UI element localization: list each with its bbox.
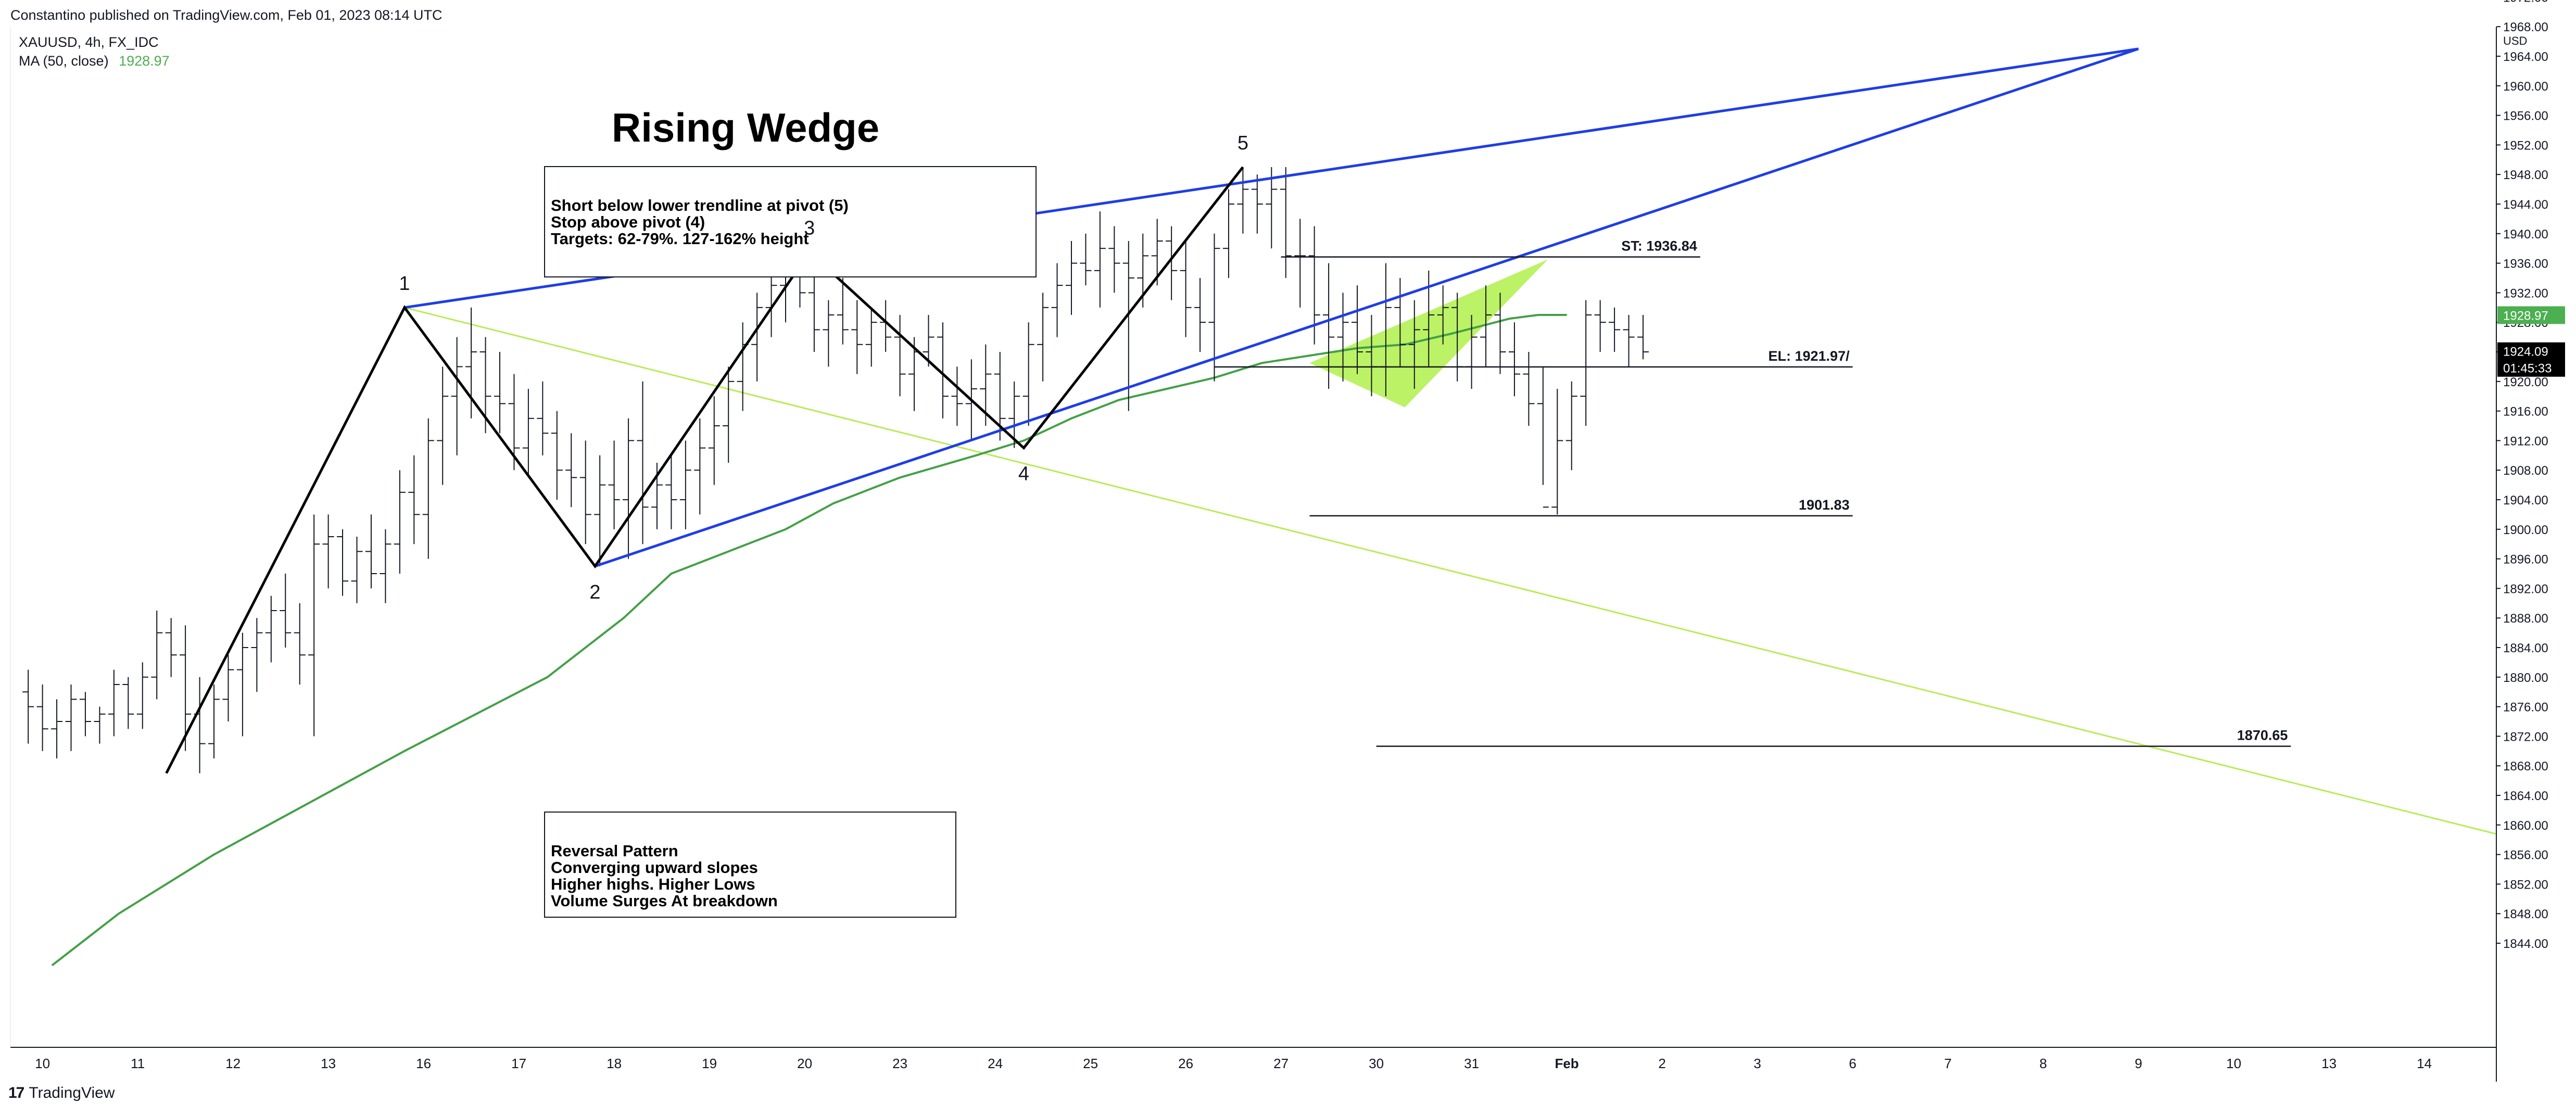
chart-title: Rising Wedge bbox=[612, 105, 879, 150]
price-tick-29: 1856.00 bbox=[2503, 848, 2548, 863]
time-tick-25: 14 bbox=[2417, 1056, 2432, 1071]
price-tick-13: 1920.00 bbox=[2503, 375, 2548, 389]
last-price-badge-text: 1924.09 bbox=[2503, 345, 2548, 359]
time-tick-24: 13 bbox=[2321, 1056, 2337, 1071]
time-tick-18: 3 bbox=[1753, 1056, 1761, 1071]
price-tick-3: 1960.00 bbox=[2503, 80, 2548, 94]
time-tick-1: 11 bbox=[131, 1056, 145, 1071]
price-tick-32: 1844.00 bbox=[2503, 937, 2548, 951]
price-tick-6: 1948.00 bbox=[2503, 168, 2548, 182]
time-tick-4: 16 bbox=[416, 1056, 431, 1071]
price-tick-30: 1852.00 bbox=[2503, 878, 2548, 892]
price-tick-26: 1868.00 bbox=[2503, 759, 2548, 774]
price-tick-17: 1904.00 bbox=[2503, 493, 2548, 508]
price-tick-15: 1912.00 bbox=[2503, 434, 2548, 448]
price-tick-8: 1940.00 bbox=[2503, 227, 2548, 242]
pivot-label-4: 4 bbox=[1018, 463, 1029, 485]
price-tick-7: 1944.00 bbox=[2503, 198, 2548, 212]
time-tick-10: 24 bbox=[988, 1056, 1003, 1071]
price-tick-16: 1908.00 bbox=[2503, 464, 2548, 478]
price-tick-28: 1860.00 bbox=[2503, 819, 2548, 833]
time-tick-17: 2 bbox=[1658, 1056, 1665, 1071]
ma-legend-label: MA (50, close) bbox=[19, 53, 109, 69]
pivot-label-3: 3 bbox=[804, 217, 815, 239]
price-tick-22: 1884.00 bbox=[2503, 641, 2548, 655]
tradingview-logo-icon: 17 bbox=[8, 1084, 24, 1101]
tradingview-logo[interactable]: 17 TradingView bbox=[8, 1084, 115, 1102]
time-tick-0: 10 bbox=[35, 1056, 50, 1071]
price-tick-23: 1880.00 bbox=[2503, 671, 2548, 685]
time-tick-3: 13 bbox=[321, 1056, 336, 1071]
price-tick-25: 1872.00 bbox=[2503, 730, 2548, 744]
price-tick-27: 1864.00 bbox=[2503, 789, 2548, 803]
price-tick-5: 1952.00 bbox=[2503, 138, 2548, 153]
price-tick-24: 1876.00 bbox=[2503, 701, 2548, 715]
ma-legend-value: 1928.97 bbox=[119, 53, 170, 69]
level-label-3: 1870.65 bbox=[2237, 728, 2288, 743]
time-tick-20: 7 bbox=[1944, 1056, 1951, 1071]
time-tick-16: Feb bbox=[1555, 1056, 1579, 1071]
time-tick-22: 9 bbox=[2135, 1056, 2142, 1071]
time-tick-12: 26 bbox=[1178, 1056, 1193, 1071]
pivot-label-5: 5 bbox=[1238, 132, 1248, 154]
time-tick-9: 23 bbox=[892, 1056, 907, 1071]
plan-note-box-line-2: Targets: 62-79%. 127-162% height bbox=[551, 230, 809, 248]
wedge-lower-trendline[interactable] bbox=[595, 47, 2139, 568]
published-line: Constantino published on TradingView.com… bbox=[10, 7, 443, 23]
time-tick-8: 20 bbox=[797, 1056, 812, 1071]
price-tick-1: 1968.00 bbox=[2503, 20, 2548, 34]
last-price-badge bbox=[2497, 342, 2565, 377]
price-tick-20: 1892.00 bbox=[2503, 582, 2548, 596]
price-tick-10: 1932.00 bbox=[2503, 286, 2548, 300]
pattern-zigzag[interactable] bbox=[165, 166, 1244, 774]
time-tick-2: 12 bbox=[225, 1056, 241, 1071]
price-tick-19: 1896.00 bbox=[2503, 553, 2548, 567]
symbol-legend: XAUUSD, 4h, FX_IDC bbox=[19, 34, 159, 50]
plan-note-box-line-1: Stop above pivot (4) bbox=[551, 213, 705, 231]
pattern-note-box-line-1: Converging upward slopes bbox=[551, 858, 758, 877]
time-tick-21: 8 bbox=[2039, 1056, 2047, 1071]
pattern-note-box-line-2: Higher highs. Higher Lows bbox=[551, 875, 755, 893]
ma-legend: MA (50, close) 1928.97 bbox=[19, 53, 170, 69]
price-tick-0: 1972.00 bbox=[2503, 0, 2548, 5]
price-axis-unit: USD bbox=[2503, 34, 2527, 47]
time-tick-5: 17 bbox=[511, 1056, 526, 1071]
time-tick-11: 25 bbox=[1083, 1056, 1098, 1071]
time-tick-15: 31 bbox=[1464, 1056, 1479, 1071]
pattern-note-box[interactable] bbox=[544, 812, 956, 918]
pivot-label-1: 1 bbox=[399, 273, 410, 295]
pattern-note-box-line-0: Reversal Pattern bbox=[551, 842, 678, 860]
price-tick-14: 1916.00 bbox=[2503, 405, 2548, 419]
ma-price-badge-text: 1928.97 bbox=[2503, 309, 2548, 323]
price-tick-9: 1936.00 bbox=[2503, 257, 2548, 271]
price-tick-21: 1888.00 bbox=[2503, 612, 2548, 626]
tradingview-wordmark: TradingView bbox=[29, 1084, 115, 1101]
level-label-1: EL: 1921.97/ bbox=[1769, 348, 1850, 364]
price-tick-2: 1964.00 bbox=[2503, 50, 2548, 64]
price-tick-18: 1900.00 bbox=[2503, 523, 2548, 537]
time-tick-23: 10 bbox=[2226, 1056, 2241, 1071]
time-tick-14: 30 bbox=[1369, 1056, 1384, 1071]
time-tick-13: 27 bbox=[1273, 1056, 1289, 1071]
level-label-2: 1901.83 bbox=[1799, 497, 1850, 513]
level-label-0: ST: 1936.84 bbox=[1621, 238, 1697, 254]
plan-note-box[interactable] bbox=[544, 166, 1037, 277]
time-tick-19: 6 bbox=[1849, 1056, 1856, 1071]
plan-note-box-line-0: Short below lower trendline at pivot (5) bbox=[551, 196, 849, 214]
pivot-label-2: 2 bbox=[589, 581, 600, 603]
price-tick-4: 1956.00 bbox=[2503, 109, 2548, 123]
pattern-note-box-line-3: Volume Surges At breakdown bbox=[551, 892, 778, 910]
time-tick-6: 18 bbox=[607, 1056, 622, 1071]
price-tick-31: 1848.00 bbox=[2503, 907, 2548, 921]
countdown-badge-text: 01:45:33 bbox=[2503, 362, 2552, 376]
time-tick-7: 19 bbox=[702, 1056, 717, 1071]
ma-price-badge bbox=[2497, 306, 2565, 324]
